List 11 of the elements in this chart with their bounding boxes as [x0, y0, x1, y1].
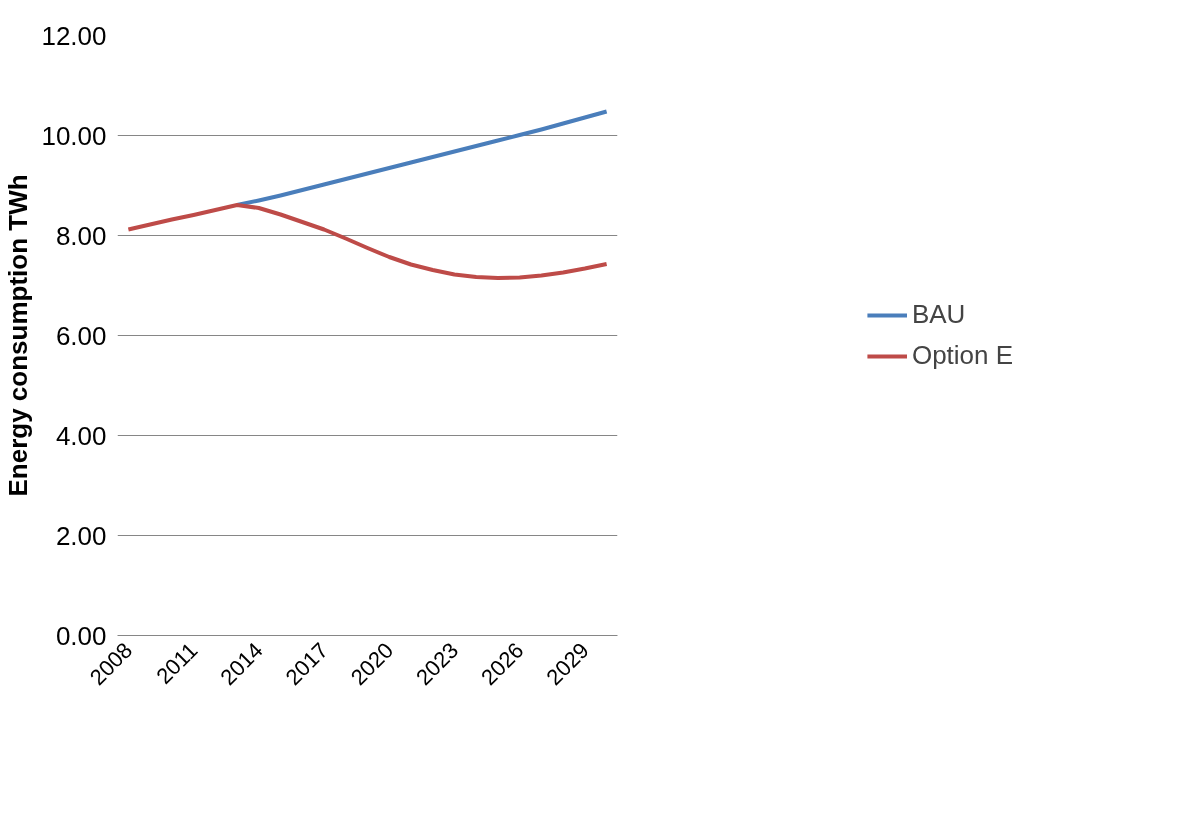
y-tick-label: 4.00 — [55, 420, 107, 451]
legend-label: BAU — [911, 299, 966, 330]
y-axis-title: Energy consumption TWh — [3, 174, 34, 497]
y-tick-label: 12.00 — [41, 20, 107, 51]
line-series — [126, 203, 609, 280]
y-tick-label: 8.00 — [55, 220, 107, 251]
y-tick-label: 10.00 — [41, 120, 107, 151]
y-tick-label: 0.00 — [55, 620, 107, 651]
legend-label: Option E — [911, 340, 1014, 371]
y-tick-label: 6.00 — [55, 320, 107, 351]
y-tick-label: 2.00 — [55, 520, 107, 551]
